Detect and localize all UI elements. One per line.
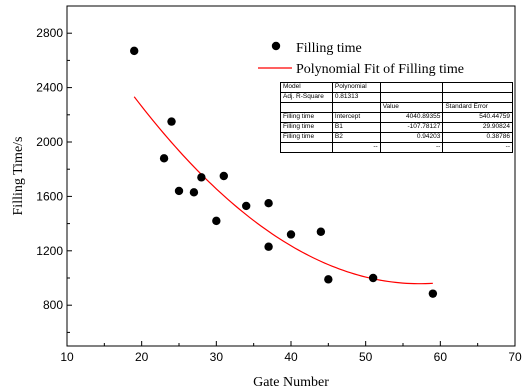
x-axis-label: Gate Number: [253, 375, 329, 390]
data-point: [368, 273, 378, 283]
data-points: [130, 46, 438, 298]
stats-row: Filling time Intercept 4040.89355 540.44759: [280, 112, 513, 123]
data-point: [167, 117, 176, 126]
stats-cell: [442, 92, 513, 103]
y-tick-label: 1200: [36, 244, 63, 258]
x-tick-label: 60: [434, 350, 448, 364]
stats-cell: [379, 92, 444, 103]
data-point: [264, 199, 273, 208]
stats-cell: Standard Error: [442, 102, 513, 113]
x-axis: 10 20 30 40 50 60 70: [60, 341, 522, 364]
legend-label-filling-time: Filling time: [296, 41, 362, 56]
stats-cell: --: [442, 142, 513, 153]
stats-cell: 0.38786: [442, 132, 513, 143]
stats-cell: 0.81313: [331, 92, 381, 103]
x-tick-label: 40: [284, 350, 298, 364]
x-tick-label: 70: [508, 350, 522, 364]
y-tick-label: 2000: [36, 135, 63, 149]
legend: Filling time Polynomial Fit of Filling t…: [258, 41, 464, 77]
stats-cell: Filling time: [280, 122, 333, 133]
stats-row: Model Polynomial: [280, 82, 513, 93]
data-point: [428, 289, 438, 298]
y-axis: 800 1200 1600 2000 2400 2800: [36, 5, 72, 333]
data-point: [189, 188, 199, 197]
plot-frame: [66, 5, 516, 347]
y-tick-label: 800: [43, 298, 63, 312]
data-point: [264, 242, 273, 251]
stats-row: Value Standard Error: [280, 102, 513, 113]
stats-cell: B2: [331, 132, 381, 143]
stats-cell: 540.44759: [442, 112, 513, 123]
data-point: [219, 171, 228, 181]
data-point: [242, 201, 251, 211]
x-tick-label: 50: [359, 350, 373, 364]
y-tick-label: 2800: [36, 26, 63, 40]
stats-cell: -107.78127: [379, 122, 444, 133]
stats-cell: Adj. R-Square: [280, 92, 333, 103]
stats-row: Adj. R-Square 0.81313: [280, 92, 513, 103]
fit-line: [133, 96, 433, 285]
y-axis-label: Filling Time/s: [11, 137, 26, 216]
stats-cell: Polynomial: [331, 82, 381, 93]
stats-row: Filling time B2 0.94203 0.38786: [280, 132, 513, 143]
y-tick-label: 1600: [36, 189, 63, 203]
stats-cell: 29.90824: [442, 122, 513, 133]
data-point: [212, 216, 221, 226]
stats-cell: Model: [280, 82, 333, 93]
stats-cell: Filling time: [280, 112, 333, 123]
y-tick-label: 2400: [36, 81, 63, 95]
stats-cell: 4040.89355: [379, 112, 444, 123]
stats-cell: Filling time: [280, 132, 333, 143]
x-tick-label: 10: [60, 350, 74, 364]
data-point: [130, 46, 139, 56]
stats-cell: Intercept: [331, 112, 381, 123]
stats-cell: [442, 82, 513, 93]
data-point: [159, 154, 169, 163]
legend-marker-filling-time: [271, 41, 281, 51]
data-point: [174, 186, 184, 196]
fit-statistics-table: Model Polynomial Adj. R-Square 0.81313 Value…: [280, 82, 513, 153]
data-point: [197, 173, 206, 182]
data-point: [316, 227, 326, 236]
x-tick-label: 20: [135, 350, 149, 364]
stats-cell: [280, 102, 333, 113]
stats-cell: [331, 102, 381, 113]
stats-cell: --: [331, 142, 381, 153]
stats-cell: --: [379, 142, 444, 153]
stats-cell: B1: [331, 122, 381, 133]
stats-cell: [280, 142, 333, 153]
legend-label-fit: Polynomial Fit of Filling time: [296, 62, 464, 77]
data-point: [324, 275, 333, 284]
stats-cell: [379, 82, 444, 93]
stats-row: -- -- --: [280, 142, 513, 153]
stats-row: Filling time B1 -107.78127 29.90824: [280, 122, 513, 133]
data-point: [286, 230, 296, 239]
stats-cell: 0.94203: [379, 132, 444, 143]
stats-cell: Value: [379, 102, 444, 113]
x-tick-label: 30: [210, 350, 224, 364]
